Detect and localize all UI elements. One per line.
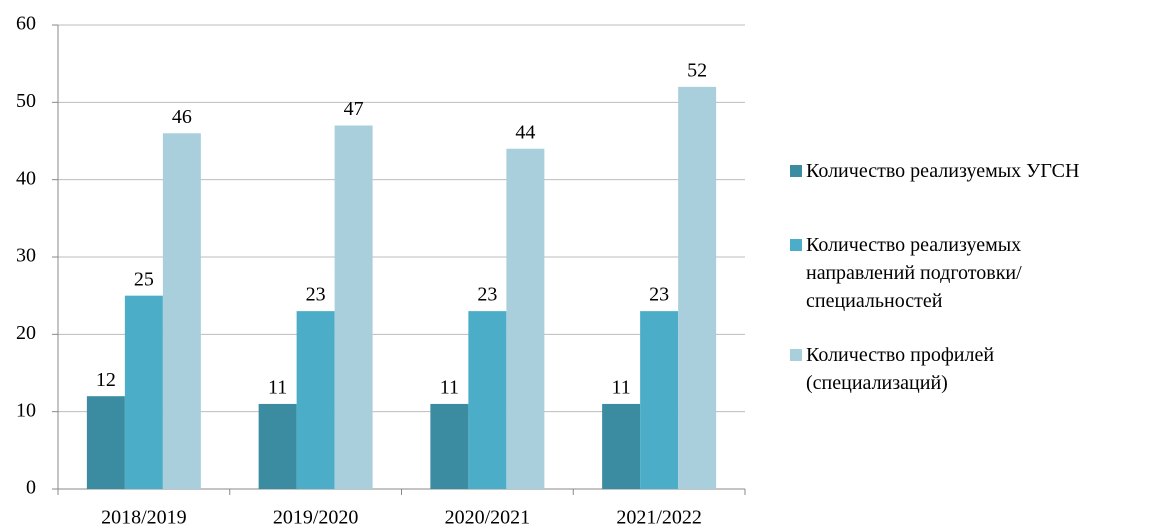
- data-label: 11: [268, 377, 287, 399]
- bar: [124, 295, 163, 489]
- x-tick-label: 2019/2020: [273, 507, 359, 529]
- legend-label: Количество реализуемых УГСН: [806, 160, 1080, 182]
- x-tick-label: 2021/2022: [616, 507, 702, 529]
- bar: [258, 403, 297, 489]
- bar: [506, 148, 545, 489]
- bar: [162, 133, 201, 489]
- legend-label: Количество профилей (специализаций): [806, 344, 995, 394]
- y-tick-label: 0: [26, 477, 36, 499]
- data-label: 46: [172, 106, 192, 128]
- bar: [468, 311, 507, 489]
- x-tick-label: 2018/2019: [101, 507, 187, 529]
- bar: [86, 396, 125, 489]
- legend-entry: Количество профилей (специализаций): [790, 341, 1066, 397]
- legend-swatch: [790, 165, 802, 177]
- y-tick-label: 10: [16, 399, 36, 421]
- bar: [296, 311, 335, 489]
- data-label: 47: [344, 98, 364, 120]
- data-label: 12: [96, 369, 116, 391]
- bar: [430, 403, 469, 489]
- legend-entry: Количество реализуемых УГСН: [790, 157, 1079, 185]
- data-label: 11: [440, 377, 459, 399]
- bar: [640, 311, 679, 489]
- data-label: 23: [649, 284, 669, 306]
- data-label: 23: [477, 284, 497, 306]
- bar: [678, 86, 717, 489]
- data-label: 44: [515, 121, 535, 143]
- legend-swatch: [790, 349, 802, 361]
- y-tick-label: 60: [16, 13, 36, 35]
- y-tick-label: 20: [16, 322, 36, 344]
- data-label: 23: [306, 284, 326, 306]
- data-label: 25: [134, 268, 154, 290]
- data-label: 52: [687, 59, 707, 81]
- legend-swatch: [790, 239, 802, 251]
- y-tick-label: 50: [16, 90, 36, 112]
- y-tick-label: 40: [16, 167, 36, 189]
- bar: [602, 403, 641, 489]
- bar: [334, 125, 373, 490]
- y-tick-label: 30: [16, 245, 36, 267]
- x-tick-label: 2020/2021: [445, 507, 531, 529]
- data-label: 11: [611, 377, 630, 399]
- legend-label: Количество реализуемых направлений подго…: [806, 234, 1022, 312]
- legend-entry: Количество реализуемых направлений подго…: [790, 231, 1106, 315]
